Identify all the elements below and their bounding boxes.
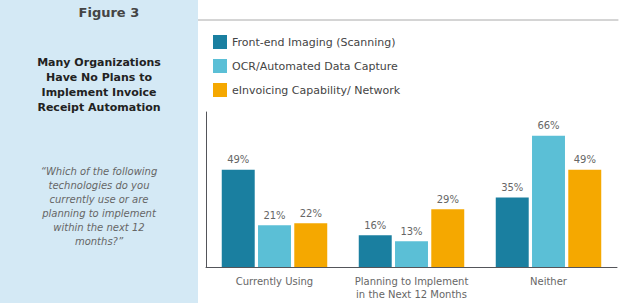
svg-text:eInvoicing Capability/ Network: eInvoicing Capability/ Network xyxy=(232,84,401,97)
svg-text:planning to implement: planning to implement xyxy=(41,208,157,219)
svg-text:OCR/Automated Data Capture: OCR/Automated Data Capture xyxy=(232,60,398,73)
svg-text:Many Organizations: Many Organizations xyxy=(37,56,161,69)
svg-text:“Which of the following: “Which of the following xyxy=(41,166,158,177)
svg-text:22%: 22% xyxy=(300,208,322,219)
svg-text:66%: 66% xyxy=(537,120,559,131)
svg-text:29%: 29% xyxy=(437,194,459,205)
svg-text:Receipt Automation: Receipt Automation xyxy=(37,101,160,114)
svg-text:21%: 21% xyxy=(263,210,285,221)
svg-text:Have No Plans to: Have No Plans to xyxy=(46,71,152,84)
svg-text:49%: 49% xyxy=(227,154,249,165)
svg-text:Planning to Implement: Planning to Implement xyxy=(355,276,469,287)
svg-text:Front-end Imaging (Scanning): Front-end Imaging (Scanning) xyxy=(232,36,396,49)
svg-text:currently use or are: currently use or are xyxy=(49,194,148,205)
svg-text:Implement Invoice: Implement Invoice xyxy=(42,86,157,99)
svg-text:months?”: months?” xyxy=(75,236,124,247)
svg-text:35%: 35% xyxy=(501,182,523,193)
svg-text:within the next 12: within the next 12 xyxy=(53,222,144,233)
svg-text:16%: 16% xyxy=(364,220,386,231)
svg-text:Neither: Neither xyxy=(530,276,568,287)
svg-text:Figure 3: Figure 3 xyxy=(79,5,140,20)
svg-text:Currently Using: Currently Using xyxy=(236,276,313,287)
svg-text:49%: 49% xyxy=(574,154,596,165)
svg-text:in the Next 12 Months: in the Next 12 Months xyxy=(356,289,467,300)
svg-text:13%: 13% xyxy=(400,226,422,237)
svg-text:technologies do you: technologies do you xyxy=(49,180,150,191)
